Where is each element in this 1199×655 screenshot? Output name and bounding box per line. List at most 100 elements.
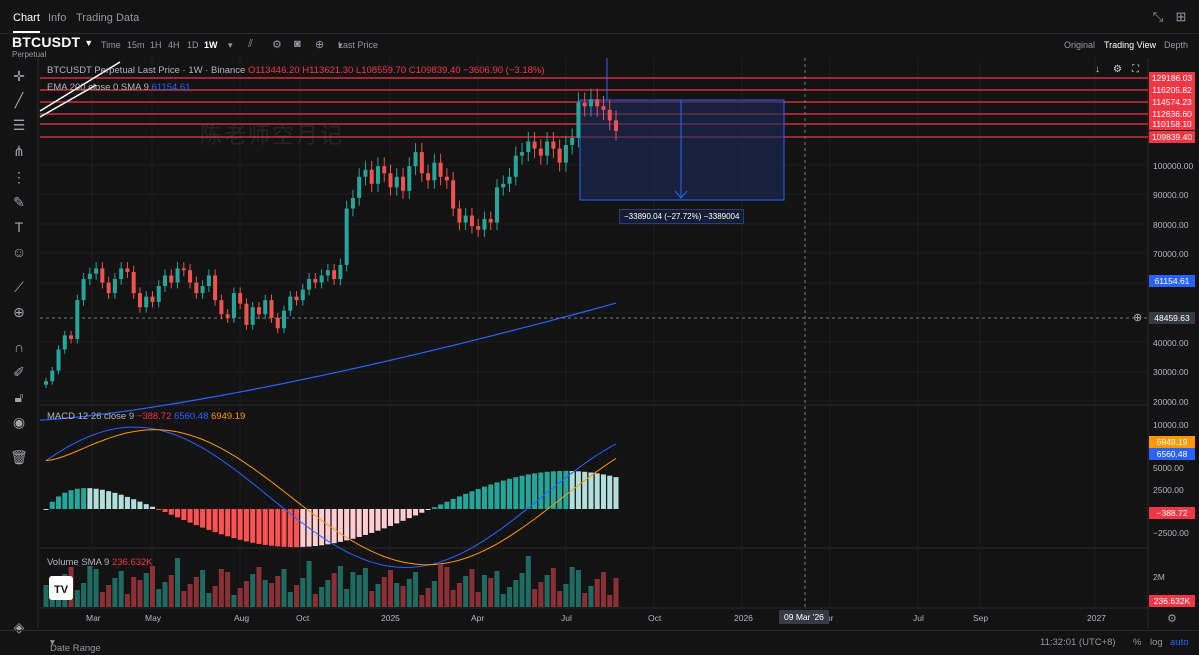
candle-body: [588, 99, 593, 107]
macd-hist-bar: [243, 509, 249, 542]
add-alert-icon[interactable]: ⊕: [1133, 312, 1143, 324]
view-tab-original[interactable]: Original: [1064, 40, 1096, 50]
candle-body: [513, 155, 518, 177]
price-tick: 80000.00: [1153, 220, 1189, 230]
crosshair-price-label[interactable]: 48459.63: [1149, 312, 1195, 324]
candle-body: [526, 141, 531, 153]
tab-trading-data[interactable]: Trading Data: [76, 12, 140, 24]
symbol-selector[interactable]: BTCUSDT ▼: [12, 34, 93, 50]
macd-hist-bar: [463, 493, 469, 509]
zoom-in-icon[interactable]: ⊕: [13, 304, 25, 320]
trash-icon[interactable]: 🗑︎: [10, 449, 28, 465]
candle-body: [288, 296, 293, 311]
arrow-down-icon[interactable]: ↓: [1095, 64, 1100, 75]
horizontal-lines-icon[interactable]: ☰: [12, 117, 26, 133]
pitchfork-icon[interactable]: ⋔: [13, 143, 25, 159]
candle-body: [520, 152, 525, 156]
timeframe-time[interactable]: Time: [101, 40, 121, 50]
auto-toggle[interactable]: auto: [1170, 637, 1189, 648]
macd-hist-bar: [400, 509, 406, 521]
add-circle-icon[interactable]: ⊕: [315, 39, 325, 51]
settings-icon[interactable]: ⚙: [1113, 64, 1122, 75]
indicator-chart-icon[interactable]: ⫽: [248, 38, 253, 50]
drawing-toolbar: ✛ ╱ ☰ ⋔ ⋮ ✎ T ☺ ⟋ ⊕ ∩ ✐ 🔓︎ ◉ 🗑︎ ◈: [0, 62, 38, 635]
candle-body: [244, 303, 249, 325]
layers-icon[interactable]: ◈: [13, 619, 25, 635]
timeframe-1d[interactable]: 1D: [187, 40, 199, 50]
tab-chart[interactable]: Chart: [13, 12, 40, 33]
price-legend: BTCUSDT Perpetual Last Price · 1W · Bina…: [47, 65, 545, 76]
volume-bar: [281, 569, 287, 607]
tab-info[interactable]: Info: [48, 12, 67, 24]
log-toggle[interactable]: log: [1150, 637, 1163, 648]
price-type-dropdown[interactable]: Last Price ▾: [338, 40, 379, 50]
candle-body: [219, 300, 224, 315]
candle-body: [56, 349, 61, 371]
volume-bar: [175, 558, 181, 607]
settings-icon[interactable]: ⚙: [272, 39, 282, 51]
price-label-5: 110158.10: [1149, 118, 1195, 130]
macd-hist-bar: [156, 509, 162, 510]
timeframe-1h[interactable]: 1H: [150, 40, 162, 50]
macd-hist-bar: [356, 509, 362, 537]
collapse-icon[interactable]: ⤡: [1152, 9, 1164, 24]
candle-body: [338, 264, 343, 279]
macd-hist-bar: [544, 471, 550, 509]
macd-hist-bar: [325, 509, 331, 545]
lock-icon[interactable]: 🔓︎: [14, 389, 24, 405]
brush-icon[interactable]: ✎: [13, 194, 25, 210]
macd-hist-bar: [87, 488, 93, 509]
candle-body: [576, 102, 581, 138]
candle-body: [75, 300, 80, 339]
macd-hist-bar: [494, 482, 500, 509]
ruler-icon[interactable]: ⟋: [14, 279, 24, 295]
view-tab-trading-view[interactable]: Trading View: [1104, 40, 1156, 50]
percent-toggle[interactable]: %: [1133, 637, 1142, 648]
emoji-icon[interactable]: ☺: [11, 244, 27, 260]
volume-bar: [425, 588, 431, 607]
magnet-icon[interactable]: ∩: [13, 339, 25, 355]
crosshair-icon[interactable]: ✛: [13, 68, 25, 84]
crosshair-time-label: 09 Mar '26: [779, 610, 829, 624]
view-tab-depth[interactable]: Depth: [1164, 40, 1189, 50]
macd-hist-bar: [600, 474, 606, 509]
candle-body: [231, 293, 236, 318]
macd-hist-bar: [162, 509, 168, 513]
volume-legend: Volume SMA 9 236.632K: [47, 557, 153, 568]
lock-drawing-icon[interactable]: ✐: [13, 364, 25, 380]
candle-body: [156, 286, 161, 302]
volume-bar: [488, 578, 494, 607]
candle-body: [319, 275, 324, 283]
timeframe-15m[interactable]: 15m: [127, 40, 145, 50]
timeframe-4h[interactable]: 4H: [168, 40, 180, 50]
trend-line-icon[interactable]: ╱: [14, 92, 24, 108]
fib-tools-icon[interactable]: ⋮: [12, 169, 26, 185]
candle-body: [432, 162, 437, 181]
settings-icon[interactable]: ⚙: [1167, 613, 1177, 625]
date-range-dropdown[interactable]: Date Range ▾: [50, 637, 101, 654]
timeframe-1w[interactable]: 1W: [204, 40, 218, 50]
eye-icon[interactable]: ◉: [12, 414, 26, 430]
price-tick: 70000.00: [1153, 249, 1189, 259]
candle-body: [100, 268, 105, 283]
macd-hist-bar: [381, 509, 387, 529]
grid-icon[interactable]: ⊞: [1175, 9, 1187, 24]
macd-hist-bar: [99, 489, 105, 509]
camera-icon[interactable]: ◙: [294, 38, 301, 50]
clock-label[interactable]: 11:32:01 (UTC+8): [1040, 637, 1116, 648]
maximize-icon[interactable]: ⛶: [1132, 64, 1139, 75]
timeframe-more-chevron-icon[interactable]: ▾: [228, 40, 233, 50]
text-icon[interactable]: T: [14, 219, 24, 235]
macd-hist-bar: [300, 509, 306, 547]
price-tick: 30000.00: [1153, 367, 1189, 377]
macd-hist-bar: [481, 486, 487, 509]
chevron-down-icon: ▼: [84, 38, 94, 49]
macd-hist-bar: [62, 492, 68, 509]
volume-bar: [500, 594, 506, 607]
macd-hist-bar: [250, 509, 256, 543]
macd-hist-bar: [206, 509, 212, 530]
candle-body: [451, 180, 456, 209]
ema-value: 61154.61: [151, 82, 191, 93]
candle-body: [269, 300, 274, 318]
